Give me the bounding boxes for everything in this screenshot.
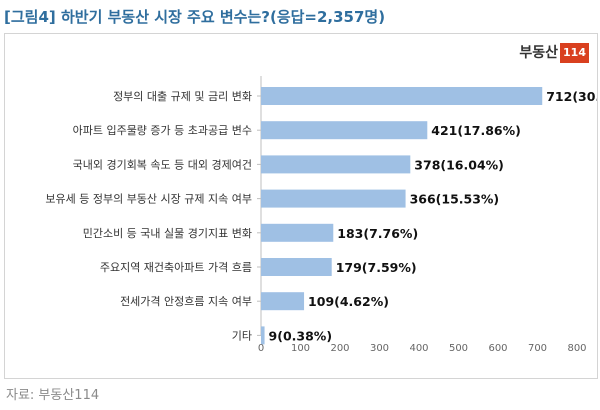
source-note: 자료: 부동산114: [6, 388, 100, 403]
category-label: 민간소비 등 국내 실물 경기지표 변화: [83, 227, 252, 240]
data-label: 109(4.62%): [308, 294, 389, 309]
bar: [261, 258, 332, 276]
category-label: 보유세 등 정부의 부동산 시장 규제 지속 여부: [45, 193, 252, 206]
data-label: 183(7.76%): [337, 226, 418, 241]
x-tick-label: 100: [291, 343, 310, 354]
data-label: 179(7.59%): [336, 260, 417, 275]
chart-panel: 부동산 114 정부의 대출 규제 및 금리 변화 712(30.21%) 아파트 …: [4, 33, 598, 379]
data-label: 712(30.21%): [546, 89, 597, 104]
x-tick-label: 500: [449, 343, 468, 354]
data-label: 9(0.38%): [269, 328, 333, 343]
logo-number: 114: [560, 43, 589, 63]
x-tick-label: 0: [258, 343, 264, 354]
brand-logo: 부동산 114: [519, 43, 589, 63]
bar: [261, 292, 305, 311]
data-label: 378(16.04%): [414, 157, 504, 172]
category-label: 정부의 대출 규제 및 금리 변화: [113, 90, 252, 103]
x-tick-label: 400: [409, 343, 428, 354]
bar-chart: 정부의 대출 규제 및 금리 변화 712(30.21%) 아파트 입주물량 증가 …: [45, 76, 597, 354]
logo-text: 부동산: [519, 45, 559, 61]
x-tick-label: 600: [488, 343, 507, 354]
category-label: 국내외 경기회복 속도 등 대외 경제여건: [73, 158, 252, 171]
data-label: 421(17.86%): [431, 123, 521, 138]
x-tick-label: 300: [370, 343, 389, 354]
x-tick-label: 800: [567, 343, 586, 354]
bar: [261, 87, 543, 105]
category-label: 주요지역 재건축아파트 가격 흐름: [100, 261, 252, 274]
bar: [261, 223, 334, 242]
bar: [261, 189, 406, 208]
data-label: 366(15.53%): [410, 192, 500, 207]
category-label: 기타: [232, 329, 252, 342]
bar: [261, 121, 428, 140]
category-label: 전세가격 안정흐름 지속 여부: [120, 295, 252, 308]
figure-title: [그림4] 하반기 부동산 시장 주요 변수는?(응답=2,357명): [4, 8, 386, 26]
bar: [261, 155, 411, 174]
x-tick-label: 700: [528, 343, 547, 354]
category-label: 아파트 입주물량 증가 등 초과공급 변수: [73, 124, 252, 137]
x-tick-label: 200: [330, 343, 349, 354]
bar: [261, 326, 265, 345]
